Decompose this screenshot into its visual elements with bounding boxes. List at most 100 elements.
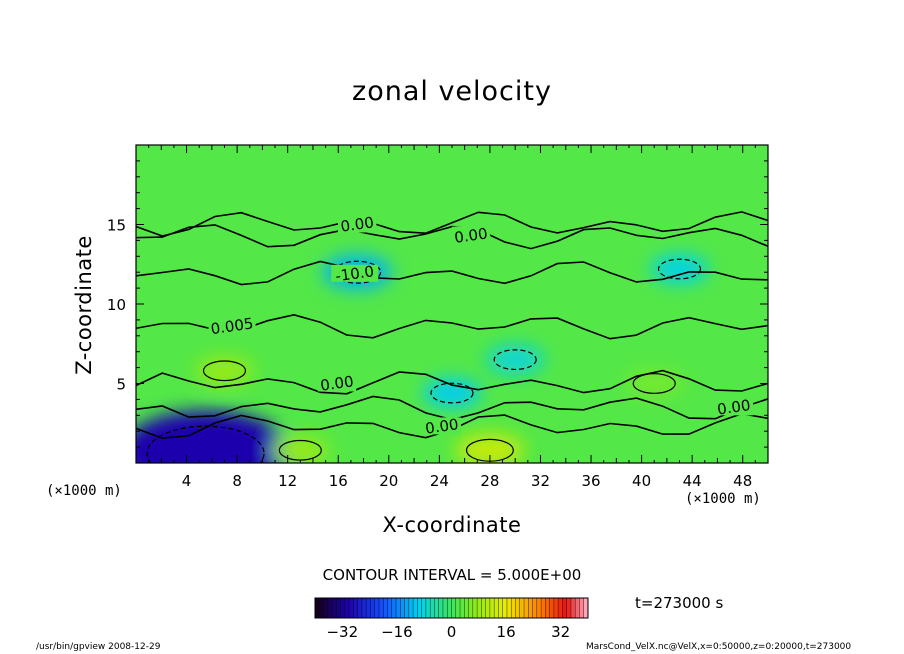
colorbar-cell-44 [502,598,508,618]
colorbar-cell-47 [515,598,521,618]
contour-label-5: 0.00 [716,396,752,418]
x-tick-label-44: 44 [683,472,702,490]
contour-label-6: 0.00 [424,415,460,437]
chart-title: zonal velocity [352,76,552,107]
x-tick-label-40: 40 [632,472,651,490]
contour-line-0 [136,211,768,237]
colorbar-cell-38 [477,598,482,618]
x-tick-label-8: 8 [232,472,242,490]
colorbar-cell-60 [570,598,576,618]
contour-label-3: 0.005 [210,314,255,338]
colorbar-cell-27 [430,598,435,618]
colorbar-cell-14 [374,598,380,618]
colorbar-cell-46 [511,598,516,618]
contour-line-2 [136,260,768,286]
x-tick-label-28: 28 [480,472,499,490]
x-tick-label-24: 24 [430,472,449,490]
colorbar-frame [314,597,589,619]
contour-line-1 [136,224,768,250]
colorbar-cell-16 [383,598,389,618]
colorbar-cell-3 [327,598,333,618]
colorbar-cell-8 [349,598,354,618]
colorbar-cell-2 [323,598,329,618]
colorbar-cell-42 [494,598,499,618]
anomaly-contour-0 [146,425,265,463]
y-tick-label-5: 5 [116,376,126,394]
footer-right: MarsCond_VelX.nc@VelX,x=0:50000,z=0:2000… [586,642,852,652]
colorbar-cell-22 [408,598,414,618]
colorbar-cell-58 [562,598,568,618]
contour-line-4 [136,369,768,395]
colorbar-cell-62 [579,598,585,618]
contour-label-1: 0.00 [453,224,489,246]
colorbar-cell-50 [528,598,534,618]
colorbar-cell-6 [340,598,346,618]
colorbar-cell-25 [421,598,427,618]
colorbar-cell-15 [378,598,384,618]
colorbar-cell-7 [344,598,350,618]
colorbar-cell-31 [447,598,452,618]
colorbar-cell-56 [553,598,559,618]
y-tick-label-10: 10 [107,296,126,314]
colorbar-cell-1 [319,598,325,618]
contour-label-bg-1 [451,226,491,244]
x-tick-label-16: 16 [329,472,348,490]
colorbar-cell-45 [506,598,512,618]
colorbar-cell-29 [438,598,444,618]
y-tick-label-15: 15 [107,217,126,235]
colorbar-cell-39 [481,598,487,618]
colorbar-cell-12 [366,598,371,618]
colorbar-cell-20 [400,598,406,618]
colorbar-cell-10 [357,598,363,618]
colorbar-cell-33 [455,598,461,618]
colorbar-cell-4 [332,598,337,618]
anomaly-contour-6 [202,360,247,382]
colorbar-cell-9 [353,598,359,618]
colorbar-cell-23 [413,598,418,618]
colorbar-cell-40 [485,598,491,618]
plot-background [136,145,768,463]
colorbar-cell-21 [404,598,410,618]
colorbar-cell-28 [434,598,440,618]
contour-label-bg-3 [208,317,256,335]
x-tick-label-48: 48 [733,472,752,490]
contour-label-0: 0.00 [339,213,375,235]
colorbar-cell-53 [541,598,546,618]
x-axis-label: X-coordinate [382,513,522,537]
x-tick-label-36: 36 [581,472,600,490]
colorbar-cell-63 [583,598,589,618]
colorbar-cell-17 [387,598,393,618]
contour-label-bg-0 [338,215,377,233]
time-label: t=273000 s [635,594,724,612]
contour-label-2: -10.0 [334,262,375,285]
footer-left: /usr/bin/gpview 2008-12-29 [36,642,161,652]
anomaly-2 [455,433,525,463]
colorbar-cell-48 [519,598,525,618]
colorbar-cell-19 [396,598,401,618]
colorbar-cell-32 [451,598,457,618]
anomaly-contour-3 [333,260,382,284]
contour-label-bg-5 [714,398,754,416]
anomaly-contour-8 [632,373,676,394]
contour-label-bg-4 [317,374,357,392]
x-tick-label-4: 4 [182,472,192,490]
colorbar-cell-24 [417,598,423,618]
colorbar-cell-5 [336,598,342,618]
colorbar-cell-30 [442,598,448,618]
colorbar-cell-52 [536,598,542,618]
x-tick-label-32: 32 [531,472,550,490]
colorbar-cell-0 [315,598,320,618]
colorbar-cell-26 [425,598,431,618]
anomaly-contour-4 [430,382,474,404]
colorbar-cell-11 [361,598,367,618]
colorbar-tick-label-16: 16 [497,623,516,641]
colorbar-cell-18 [391,598,397,618]
colorbar-cell-35 [464,598,470,618]
colorbar-cell-37 [472,598,478,618]
colorbar-tick-label--32: −32 [326,623,358,641]
x-unit-left: (×1000 m) [46,483,122,499]
contour-label-4: 0.00 [319,372,355,394]
colorbar-cell-36 [468,598,474,618]
colorbar-cell-59 [566,598,572,618]
